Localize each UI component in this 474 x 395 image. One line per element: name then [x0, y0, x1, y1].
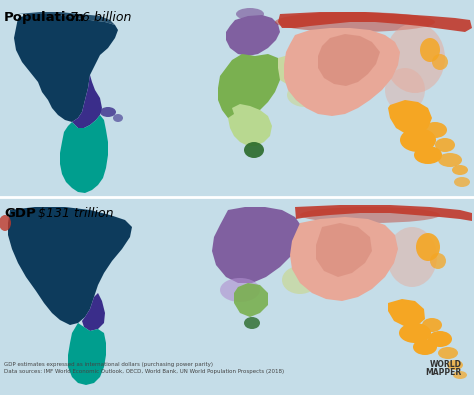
- Ellipse shape: [435, 138, 455, 152]
- Ellipse shape: [244, 142, 264, 158]
- Polygon shape: [295, 205, 472, 221]
- Polygon shape: [278, 12, 472, 32]
- Polygon shape: [14, 14, 118, 122]
- Ellipse shape: [432, 54, 448, 70]
- Polygon shape: [68, 323, 106, 385]
- Polygon shape: [226, 15, 280, 56]
- Ellipse shape: [454, 177, 470, 187]
- Ellipse shape: [452, 165, 468, 175]
- Polygon shape: [318, 34, 380, 86]
- Text: $131 trillion: $131 trillion: [38, 207, 113, 220]
- Polygon shape: [212, 207, 302, 283]
- Ellipse shape: [416, 233, 440, 261]
- Ellipse shape: [399, 323, 431, 343]
- Polygon shape: [278, 52, 332, 88]
- Ellipse shape: [282, 266, 318, 294]
- Ellipse shape: [300, 207, 440, 223]
- Polygon shape: [218, 54, 282, 122]
- Ellipse shape: [430, 253, 446, 269]
- Ellipse shape: [422, 318, 442, 332]
- Ellipse shape: [100, 107, 116, 117]
- Ellipse shape: [236, 8, 264, 20]
- Ellipse shape: [400, 128, 436, 152]
- Polygon shape: [8, 207, 132, 325]
- Ellipse shape: [275, 12, 435, 32]
- Text: Data sources: IMF World Economic Outlook, OECD, World Bank, UN World Population : Data sources: IMF World Economic Outlook…: [4, 369, 284, 374]
- Ellipse shape: [438, 347, 458, 359]
- Ellipse shape: [414, 146, 442, 164]
- Polygon shape: [60, 115, 108, 193]
- Polygon shape: [316, 223, 372, 277]
- Text: 7.6 billion: 7.6 billion: [70, 11, 131, 24]
- Ellipse shape: [453, 371, 467, 379]
- Ellipse shape: [385, 23, 445, 93]
- Text: WORLD: WORLD: [430, 360, 462, 369]
- Text: GDP: GDP: [4, 207, 36, 220]
- Polygon shape: [82, 293, 105, 331]
- Ellipse shape: [428, 331, 452, 347]
- Ellipse shape: [113, 114, 123, 122]
- Ellipse shape: [423, 122, 447, 138]
- Text: MAPPER: MAPPER: [426, 368, 462, 377]
- Ellipse shape: [0, 215, 11, 231]
- Polygon shape: [18, 12, 115, 25]
- Polygon shape: [284, 28, 400, 116]
- Ellipse shape: [385, 68, 425, 112]
- Ellipse shape: [287, 83, 323, 107]
- Polygon shape: [72, 75, 102, 128]
- Ellipse shape: [244, 317, 260, 329]
- Text: GDP estimates expressed as international dollars (purchasing power parity): GDP estimates expressed as international…: [4, 362, 213, 367]
- Polygon shape: [388, 100, 432, 134]
- Polygon shape: [234, 283, 268, 317]
- Polygon shape: [228, 104, 272, 146]
- Ellipse shape: [447, 360, 463, 370]
- Text: Population: Population: [4, 11, 85, 24]
- Ellipse shape: [387, 227, 437, 287]
- Ellipse shape: [438, 153, 462, 167]
- Polygon shape: [388, 299, 425, 327]
- Polygon shape: [290, 217, 398, 301]
- Ellipse shape: [220, 278, 260, 302]
- Ellipse shape: [413, 339, 437, 355]
- Ellipse shape: [420, 38, 440, 62]
